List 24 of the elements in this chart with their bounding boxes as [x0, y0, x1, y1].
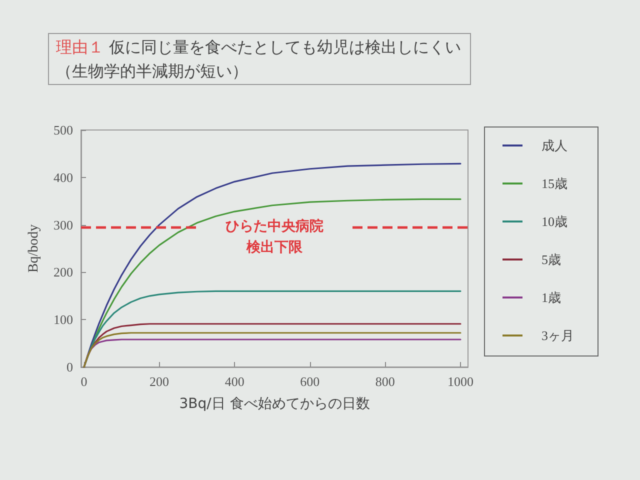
x-tick-label: 400 [224, 374, 244, 389]
y-tick-label: 400 [54, 170, 73, 185]
ref-line-label: ひらた中央病院検出下限 [226, 218, 324, 256]
y-tick-label: 300 [54, 217, 73, 232]
legend-label: 15歳 [542, 176, 568, 191]
y-tick-label: 100 [54, 312, 73, 328]
legend-label: 成人 [542, 138, 568, 153]
legend-label: 1歳 [542, 290, 561, 305]
x-tick-label: 1000 [447, 374, 474, 389]
x-tick-label: 600 [300, 374, 320, 389]
x-tick-label: 0 [80, 374, 88, 389]
x-tick-label: 800 [375, 374, 395, 389]
chart-subtitle: （生物学的半減期が短い） [56, 62, 248, 80]
y-tick-label: 200 [54, 264, 73, 280]
chart-title: 理由１ 仮に同じ量を食べたとしても幼児は検出しにくい [56, 38, 462, 56]
legend-label: 10歳 [542, 214, 568, 229]
y-axis-title: Bq/body [26, 224, 42, 273]
legend-label: 5歳 [542, 252, 561, 267]
x-axis-title: 3Bq/日 食べ始めてからの日数 [179, 396, 370, 412]
y-tick-label: 0 [66, 360, 73, 374]
x-tick-label: 200 [150, 374, 170, 389]
y-tick-label: 500 [54, 122, 73, 138]
line-series [83, 332, 462, 368]
legend-label: 3ヶ月 [542, 328, 574, 343]
